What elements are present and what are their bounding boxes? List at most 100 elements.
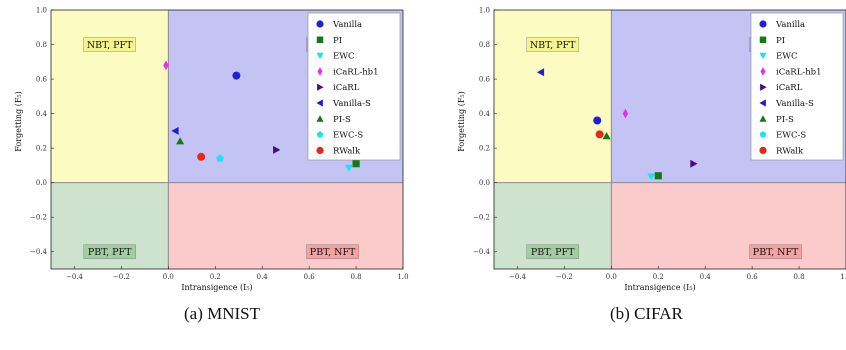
legend-marker-ewc-cifar xyxy=(759,52,767,60)
point-pi-s-cifar xyxy=(602,132,611,140)
point-pi-mnist xyxy=(352,160,360,168)
point-vanilla-mnist xyxy=(232,71,241,80)
ytick-label-cifar: −0.2 xyxy=(473,214,490,222)
legend-entry-icarl-mnist: iCaRL xyxy=(333,83,360,93)
legend-entry-pi-s-mnist: PI-S xyxy=(333,115,351,125)
xtick-label-cifar: 0.0 xyxy=(606,273,617,281)
quadrant-nbt-pft-cifar xyxy=(494,10,612,183)
ytick-label-cifar: 0.2 xyxy=(479,145,490,153)
legend-entry-icarl-cifar: iCaRL xyxy=(776,83,803,93)
ytick-label-mnist: 0.8 xyxy=(36,41,47,49)
point-icarl-hb1-cifar xyxy=(622,108,629,119)
legend-marker-rwalk-mnist xyxy=(316,146,324,154)
xtick-label-mnist: 0.8 xyxy=(350,273,361,281)
xtick-label-cifar: 0.4 xyxy=(700,273,712,281)
ytick-label-mnist: 0.6 xyxy=(36,76,48,84)
xtick-label-mnist: 0.4 xyxy=(257,273,269,281)
point-pi-cifar xyxy=(654,172,662,180)
xtick-label-mnist: 0.6 xyxy=(304,273,316,281)
quadrant-label-box-pbt-pft-mnist xyxy=(83,244,136,259)
xtick-label-mnist: −0.2 xyxy=(113,273,130,281)
plot-cifar: −0.4 −0.4 −0.2 −0.2 0.0 0.0 0.2 0.2 0.4 0.4 0.6 0.6… xyxy=(457,7,846,292)
legend-marker-ewc-mnist xyxy=(316,52,324,60)
xtick-label-cifar: −0.4 xyxy=(509,273,527,281)
ytick-label-cifar: −0.4 xyxy=(473,248,491,256)
xtick-label-cifar: 1.0 xyxy=(840,273,846,281)
quadrant-label-nbt-pft-mnist: NBT, PFT xyxy=(87,40,133,51)
quadrant-label-box-nbt-pft-mnist xyxy=(83,37,136,52)
legend-entry-pi-mnist: PI xyxy=(333,36,342,46)
legend-marker-ewc-s-mnist xyxy=(316,131,324,138)
ytick-label-cifar: 0.4 xyxy=(479,110,491,118)
legend-entry-vanilla-s-cifar: Vanilla-S xyxy=(775,99,814,109)
point-ewc-mnist xyxy=(345,164,353,172)
quadrant-label-box-pbt-nft-mnist xyxy=(306,244,359,259)
quadrant-pbt-nft-cifar xyxy=(611,182,846,269)
xtick-label-cifar: −0.2 xyxy=(556,273,573,281)
point-icarl-mnist xyxy=(273,145,281,154)
legend-marker-ewc-s-cifar xyxy=(759,131,767,138)
quadrant-label-pbt-nft-mnist: PBT, NFT xyxy=(310,247,356,258)
legend-marker-pi-cifar xyxy=(759,36,767,44)
point-rwalk-mnist xyxy=(197,152,206,161)
ytick-label-cifar: 0.8 xyxy=(479,41,490,49)
legend-marker-pi-mnist xyxy=(316,36,324,44)
legend-entry-pi-cifar: PI xyxy=(776,36,785,46)
ytick-label-mnist: 0.4 xyxy=(36,110,48,118)
quadrant-label-pbt-nft-cifar: PBT, NFT xyxy=(753,247,799,258)
legend-cifar: Vanilla PI EWC iCaRL-hb1 iCaRL Vanilla-S PI-S E… xyxy=(750,12,844,161)
legend-marker-rwalk-cifar xyxy=(759,146,767,154)
plot-frame-cifar xyxy=(493,9,846,270)
quadrant-label-nbt-pft-cifar: NBT, PFT xyxy=(530,40,576,51)
quadrant-pbt-nft-mnist xyxy=(168,182,403,269)
legend-mnist: Vanilla PI EWC iCaRL-hb1 iCaRL Vanilla-S PI-S E… xyxy=(307,12,401,161)
yaxis-label-mnist: Forgetting (F₅) xyxy=(14,91,23,151)
point-vanilla-cifar xyxy=(593,116,602,125)
legend-entry-vanilla-s-mnist: Vanilla-S xyxy=(332,99,371,109)
quadrant-label-box-nbt-pft-cifar xyxy=(526,37,579,52)
xtick-label-cifar: 0.2 xyxy=(653,273,664,281)
legend-marker-vanilla-s-cifar xyxy=(759,99,766,107)
xaxis-label-cifar: Intransigence (I₅) xyxy=(624,283,695,292)
point-icarl-hb1-mnist xyxy=(163,60,169,71)
caption-mnist: (a) MNIST xyxy=(184,304,261,323)
ytick-label-mnist: 1.0 xyxy=(36,7,47,15)
legend-entry-rwalk-mnist: RWalk xyxy=(333,146,361,156)
ytick-label-cifar: 1.0 xyxy=(479,7,490,15)
quadrant-label-pbt-pft-mnist: PBT, PFT xyxy=(88,247,132,258)
xtick-label-mnist: 0.2 xyxy=(210,273,221,281)
legend-entry-ewc-cifar: EWC xyxy=(776,52,797,62)
legend-box-mnist xyxy=(307,12,401,161)
legend-entry-pi-s-cifar: PI-S xyxy=(776,115,794,125)
point-icarl-cifar xyxy=(690,159,698,168)
xtick-label-mnist: 1.0 xyxy=(397,273,408,281)
quadrant-label-box-pbt-pft-cifar xyxy=(526,244,579,259)
legend-entry-vanilla-mnist: Vanilla xyxy=(332,20,362,30)
ytick-label-mnist: 0.0 xyxy=(36,179,47,187)
legend-entry-icarl-hb1-cifar: iCaRL-hb1 xyxy=(776,67,822,77)
caption-cifar: (b) CIFAR xyxy=(610,304,683,323)
xtick-label-cifar: 0.8 xyxy=(793,273,804,281)
legend-entry-rwalk-cifar: RWalk xyxy=(776,146,804,156)
point-pi-s-mnist xyxy=(176,137,185,145)
legend-marker-icarl-mnist xyxy=(317,83,324,91)
ytick-label-mnist: −0.2 xyxy=(30,214,47,222)
quadrant-label-pbt-pft-cifar: PBT, PFT xyxy=(531,247,575,258)
ytick-label-mnist: −0.4 xyxy=(30,248,48,256)
plot-frame-mnist xyxy=(50,9,404,270)
legend-marker-pi-s-mnist xyxy=(316,115,324,122)
legend-marker-icarl-hb1-mnist xyxy=(317,67,323,76)
legend-entry-ewc-mnist: EWC xyxy=(333,52,354,62)
legend-marker-pi-s-cifar xyxy=(759,115,767,122)
legend-box-cifar xyxy=(750,12,844,161)
point-vanilla-s-cifar xyxy=(536,68,545,77)
point-ewc-cifar xyxy=(647,173,656,181)
xtick-label-cifar: 0.6 xyxy=(747,273,759,281)
point-vanilla-s-mnist xyxy=(171,126,179,135)
legend-marker-vanilla-cifar xyxy=(759,20,767,28)
legend-entry-ewc-s-mnist: EWC-S xyxy=(333,131,363,141)
quadrant-nbt-pft-mnist xyxy=(51,10,169,183)
legend-entry-vanilla-cifar: Vanilla xyxy=(775,20,805,30)
legend-marker-icarl-cifar xyxy=(760,83,767,91)
